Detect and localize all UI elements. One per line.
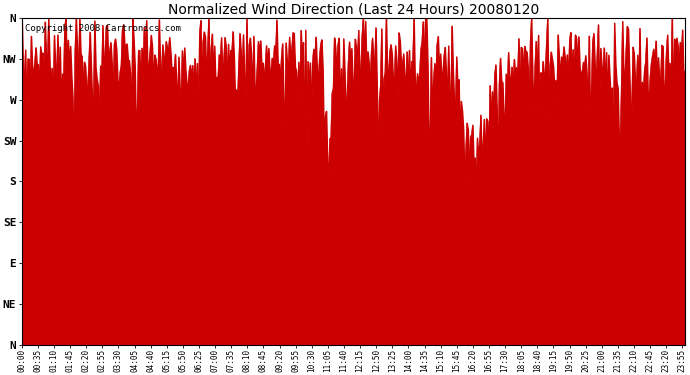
Text: Copyright 2008 Cartronics.com: Copyright 2008 Cartronics.com [25, 24, 181, 33]
Title: Normalized Wind Direction (Last 24 Hours) 20080120: Normalized Wind Direction (Last 24 Hours… [168, 3, 539, 17]
